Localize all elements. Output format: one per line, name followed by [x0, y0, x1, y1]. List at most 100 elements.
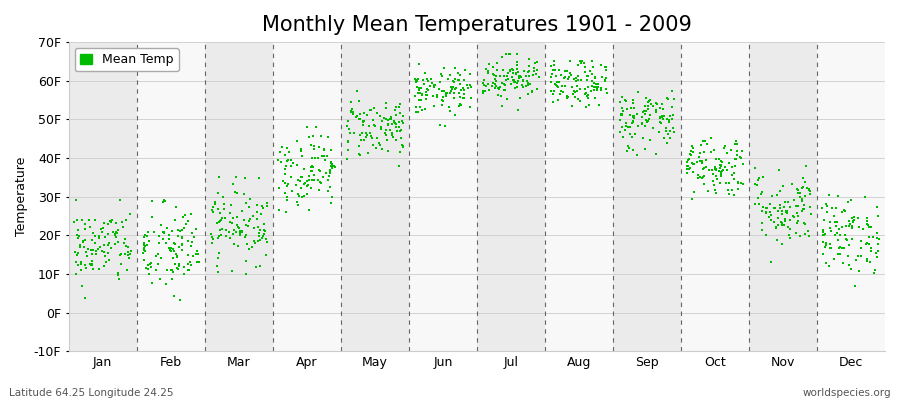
Point	[530, 67, 544, 74]
Point	[512, 74, 526, 81]
Point	[324, 200, 338, 206]
Point	[689, 159, 704, 165]
Point	[566, 91, 580, 98]
Point	[612, 129, 626, 135]
Point	[654, 114, 669, 120]
Point	[190, 259, 204, 266]
Point	[788, 202, 803, 209]
Point	[488, 85, 502, 91]
Point	[279, 163, 293, 169]
Point	[274, 158, 289, 165]
Point	[717, 164, 732, 170]
Point	[151, 240, 166, 246]
Point	[819, 240, 833, 246]
Point	[554, 88, 568, 94]
Point	[646, 125, 661, 131]
Point	[417, 81, 431, 87]
Point	[167, 261, 182, 267]
Point	[573, 77, 588, 83]
Point	[435, 102, 449, 108]
Point	[491, 92, 505, 99]
Point	[410, 84, 424, 90]
Point	[215, 226, 230, 232]
Point	[514, 73, 528, 80]
Point	[379, 100, 393, 107]
Point	[640, 119, 654, 126]
Point	[444, 83, 458, 90]
Point	[425, 80, 439, 86]
Point	[616, 108, 630, 114]
Point	[439, 90, 454, 96]
Point	[184, 230, 199, 236]
Point	[411, 109, 426, 116]
Point	[324, 160, 338, 166]
Point	[354, 137, 368, 144]
Point	[352, 111, 366, 118]
Point	[789, 186, 804, 193]
Point	[145, 198, 159, 204]
Point	[495, 80, 509, 86]
Point	[384, 120, 399, 127]
Point	[496, 67, 510, 74]
Point	[872, 236, 886, 242]
Point	[626, 100, 641, 106]
Point	[175, 242, 189, 248]
Point	[118, 236, 132, 242]
Point	[768, 205, 782, 211]
Point	[140, 242, 154, 248]
Point	[710, 176, 724, 183]
Text: Latitude 64.25 Longitude 24.25: Latitude 64.25 Longitude 24.25	[9, 388, 174, 398]
Point	[815, 231, 830, 238]
Point	[238, 258, 253, 264]
Point	[561, 94, 575, 100]
Point	[564, 72, 579, 78]
Point	[661, 96, 675, 102]
Point	[247, 237, 261, 244]
Point	[598, 67, 613, 74]
Point	[456, 86, 471, 93]
Point	[226, 231, 240, 237]
Point	[544, 79, 558, 86]
Point	[353, 115, 367, 122]
Point	[278, 171, 293, 178]
Point	[587, 84, 601, 90]
Point	[356, 118, 371, 125]
Point	[77, 226, 92, 232]
Point	[754, 189, 769, 195]
Point	[364, 107, 378, 114]
Point	[558, 73, 572, 80]
Point	[661, 116, 675, 122]
Point	[549, 79, 563, 85]
Point	[344, 108, 358, 115]
Point	[378, 132, 392, 138]
Point	[820, 203, 834, 209]
Point	[783, 225, 797, 232]
Point	[365, 142, 380, 148]
Point	[357, 137, 372, 143]
Point	[860, 215, 875, 221]
Point	[791, 186, 806, 193]
Point	[787, 197, 801, 204]
Point	[68, 248, 83, 255]
Point	[838, 236, 852, 242]
Point	[235, 228, 249, 235]
Point	[856, 225, 870, 232]
Point	[829, 205, 843, 211]
Point	[795, 208, 809, 214]
Point	[579, 90, 593, 96]
Point	[172, 261, 186, 268]
Point	[861, 233, 876, 240]
Point	[212, 250, 226, 256]
Point	[755, 226, 770, 233]
Point	[410, 78, 425, 84]
Point	[630, 151, 644, 158]
Point	[726, 192, 741, 198]
Point	[772, 167, 787, 173]
Point	[303, 168, 318, 175]
Point	[352, 143, 366, 149]
Point	[598, 75, 613, 81]
Point	[122, 211, 137, 217]
Point	[802, 232, 816, 239]
Point	[346, 130, 361, 136]
Point	[114, 219, 129, 226]
